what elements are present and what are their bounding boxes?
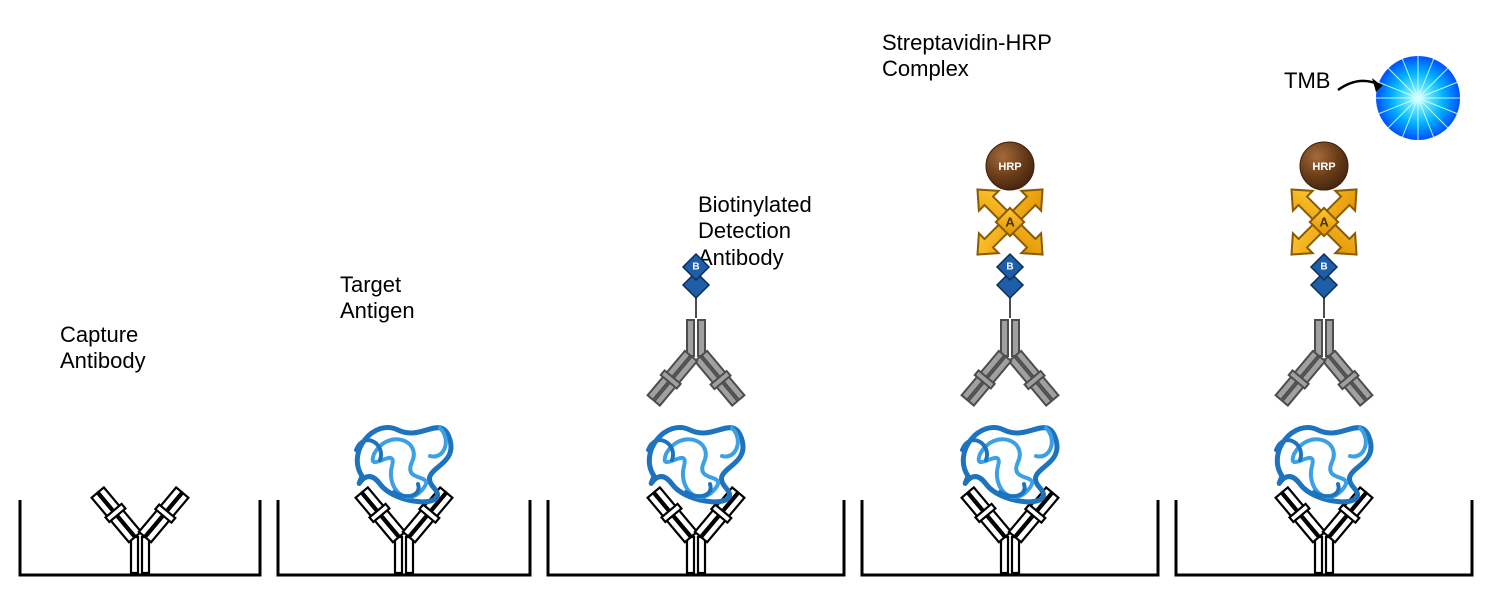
well-icon — [20, 500, 260, 575]
biotin-icon — [1311, 254, 1337, 298]
well-icon — [278, 500, 530, 575]
streptavidin-icon — [968, 180, 1053, 265]
panel-1 — [20, 485, 260, 575]
detection-antibody-icon — [1273, 320, 1374, 408]
diagram-svg: B A HRP — [0, 0, 1500, 600]
panel-4 — [862, 142, 1158, 575]
streptavidin-icon — [1282, 180, 1367, 265]
detection-antibody-icon — [645, 320, 746, 408]
well-icon — [1176, 500, 1472, 575]
panel-2 — [278, 428, 530, 575]
biotin-icon — [997, 254, 1023, 298]
detection-antibody-icon — [959, 320, 1060, 408]
elisa-diagram: Capture Antibody Target Antigen Biotinyl… — [0, 0, 1500, 600]
tmb-starburst-icon — [1376, 56, 1460, 140]
panel-3 — [548, 254, 844, 575]
panel-5 — [1176, 56, 1472, 575]
hrp-icon — [986, 142, 1034, 190]
hrp-icon — [1300, 142, 1348, 190]
biotin-icon — [683, 254, 709, 298]
well-icon — [862, 500, 1158, 575]
well-icon — [548, 500, 844, 575]
capture-antibody-icon — [90, 485, 191, 573]
